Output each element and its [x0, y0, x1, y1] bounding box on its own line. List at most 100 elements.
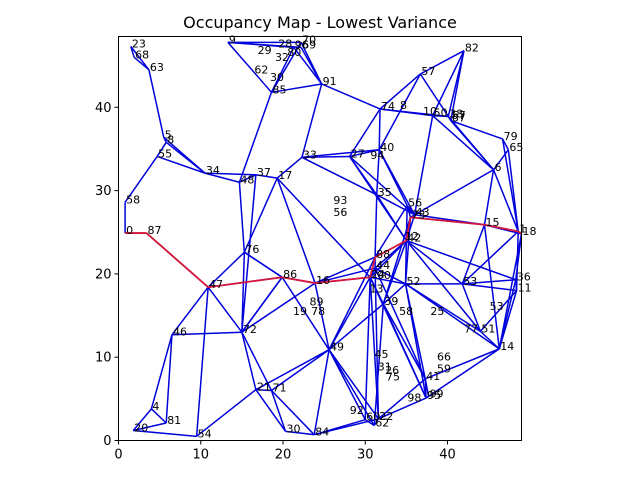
node-label-extra-11: 56 — [333, 206, 347, 219]
node-label-20: 20 — [134, 422, 148, 435]
edge-21-71 — [255, 388, 272, 392]
edge-74-38 — [379, 108, 449, 118]
edge-54-21 — [196, 389, 257, 437]
edge-57-74 — [379, 73, 421, 110]
node-label-54: 54 — [198, 427, 212, 440]
x-tick-label-30: 30 — [357, 448, 374, 463]
node-label-56: 56 — [408, 197, 422, 210]
edge-74-27 — [348, 108, 381, 157]
edge-73-52 — [404, 217, 412, 284]
node-label-extra-16: 78 — [311, 305, 325, 318]
edge-76-47 — [207, 251, 245, 288]
node-label-extra-27: 75 — [386, 371, 400, 384]
edge-81-46 — [165, 334, 173, 424]
node-label-72: 72 — [243, 323, 257, 336]
edge-1-11 — [515, 231, 519, 291]
node-label-95: 95 — [427, 389, 441, 402]
node-label-extra-14: 90 — [377, 269, 391, 282]
edge-6-15 — [483, 169, 495, 225]
node-label-14: 14 — [500, 340, 514, 353]
node-label-extra-20: 77 — [464, 322, 478, 335]
edge-71-72 — [241, 331, 273, 391]
node-label-62: 62 — [375, 417, 389, 430]
edge-44-52 — [374, 267, 406, 285]
node-label-extra-7: 57 — [452, 109, 466, 122]
edge-91-74 — [321, 83, 381, 110]
node-label-51: 51 — [481, 322, 495, 335]
edge-4-81 — [150, 408, 167, 424]
edge-86-49 — [281, 276, 330, 351]
x-tick-label-0: 0 — [114, 448, 122, 463]
node-label-67: 67 — [452, 112, 466, 125]
node-label-79: 79 — [504, 130, 518, 143]
node-label-layer: 0 145689111415161718202122232427303334353… — [126, 33, 536, 440]
edge-49-39 — [328, 303, 384, 351]
edge-34-48 — [204, 172, 240, 183]
edge-39-52 — [382, 283, 407, 305]
edge-layer — [124, 41, 523, 438]
node-label-43: 43 — [416, 206, 430, 219]
edge-54-47 — [195, 287, 209, 437]
edge-23-63 — [130, 46, 150, 71]
node-label-extra-29: 92 — [350, 404, 364, 417]
edge-39-41 — [382, 303, 426, 380]
node-label-16: 16 — [316, 274, 330, 287]
node-label-extra-0: 29 — [258, 44, 272, 57]
edge-33-40 — [301, 149, 380, 159]
edge-82-38 — [447, 50, 465, 117]
node-label-30: 30 — [286, 422, 300, 435]
edge-40-43 — [378, 149, 416, 216]
edge-42-44 — [374, 240, 407, 269]
edge-49-62 — [328, 349, 375, 426]
y-tick-label-0: 0 — [103, 434, 111, 449]
edge-21-30 — [255, 389, 287, 432]
edge-20-54 — [133, 429, 197, 438]
edge-27-43 — [349, 155, 416, 216]
node-label-60: 60 — [366, 411, 380, 424]
edge-88-49 — [328, 256, 376, 351]
edge-52-14 — [405, 283, 500, 350]
node-label-81: 81 — [167, 414, 181, 427]
node-label-extra-21: 53 — [490, 300, 504, 313]
edge-63-5 — [148, 69, 165, 138]
node-label-68: 68 — [135, 48, 149, 61]
node-label-extra-2: 32 — [275, 51, 289, 64]
node-label-extra-12: 12 — [405, 230, 419, 243]
node-label-extra-9: 94 — [370, 149, 384, 162]
edge-51-53 — [461, 283, 482, 332]
edge-73-6 — [410, 169, 494, 218]
node-label-extra-18: 25 — [430, 305, 444, 318]
edge-72-76 — [241, 252, 246, 333]
edge-69-91 — [300, 46, 323, 85]
edge-40-35 — [376, 149, 380, 195]
edge-53-11 — [462, 283, 517, 292]
path-edge-16-24 — [314, 276, 371, 284]
node-label-extra-28: 98 — [407, 392, 421, 405]
edge-47-72 — [207, 286, 243, 333]
node-label-42: 42 — [407, 232, 421, 245]
edge-82-50 — [431, 50, 465, 116]
edge-76-86 — [243, 251, 283, 278]
node-label-22: 22 — [379, 410, 393, 423]
node-label-extra-13: 13 — [370, 282, 384, 295]
edge-20-81 — [133, 422, 167, 432]
edge-49-16 — [314, 282, 330, 350]
edge-9-85 — [227, 41, 273, 93]
edge-17-24 — [276, 177, 371, 278]
edge-55-34 — [156, 155, 206, 174]
node-label-50: 50 — [434, 107, 448, 120]
edge-85-70 — [270, 41, 302, 93]
edge-49-71 — [271, 349, 330, 392]
edge-30-84 — [285, 430, 315, 436]
node-label-58: 58 — [126, 193, 140, 206]
node-label-extra-25: 59 — [437, 362, 451, 375]
edge-49-84 — [313, 349, 330, 435]
path-edge-24-88 — [369, 257, 376, 278]
y-tick-label-30: 30 — [95, 184, 112, 199]
edge-52-41 — [404, 283, 427, 380]
node-label-extra-8: 10 — [423, 105, 437, 118]
edge-40-74 — [378, 108, 381, 150]
node-label-71: 71 — [272, 382, 286, 395]
node-label-76: 76 — [245, 243, 259, 256]
